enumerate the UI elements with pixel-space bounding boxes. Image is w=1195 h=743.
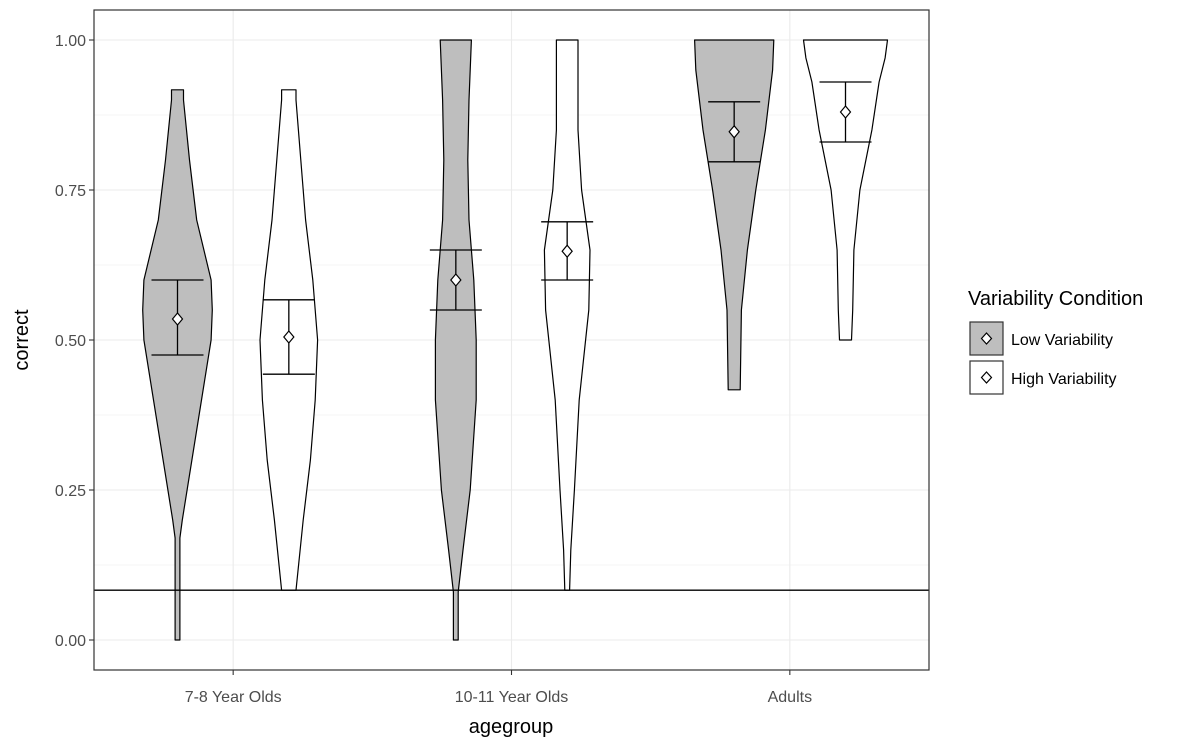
y-tick-label: 0.25 bbox=[55, 483, 86, 500]
legend-diamond-low-variability bbox=[980, 332, 993, 345]
legend-key-high-variability: High Variability bbox=[969, 360, 1117, 395]
x-tick-label: 7-8 Year Olds bbox=[185, 689, 282, 706]
x-axis-title: agegroup bbox=[469, 716, 554, 738]
violin-low-variability-adults bbox=[693, 39, 775, 391]
violin-high-variability-adults bbox=[802, 39, 889, 341]
x-tick-label: Adults bbox=[768, 689, 812, 706]
y-axis-title: correct bbox=[11, 309, 33, 371]
violin-high-variability-10-11-year-olds bbox=[543, 39, 591, 591]
legend-key-low-variability: Low Variability bbox=[969, 321, 1113, 356]
violins bbox=[142, 39, 889, 641]
legend-label-high-variability: High Variability bbox=[1011, 371, 1117, 388]
grid-lines bbox=[94, 10, 929, 670]
mean-point-high-variability-7-8-year-olds bbox=[283, 330, 295, 344]
mean-point-low-variability-10-11-year-olds bbox=[450, 273, 462, 287]
mean-point-high-variability-10-11-year-olds bbox=[561, 244, 573, 259]
legend-label-low-variability: Low Variability bbox=[1011, 332, 1113, 349]
x-axis-ticks: 7-8 Year Olds 10-11 Year Olds Adults bbox=[185, 670, 812, 706]
mean-point-low-variability-7-8-year-olds bbox=[171, 312, 184, 326]
violin-low-variability-7-8-year-olds bbox=[142, 89, 213, 641]
y-tick-label: 0.75 bbox=[55, 183, 86, 200]
y-tick-label: 1.00 bbox=[55, 33, 86, 50]
legend: Variability Condition Low Variability Hi… bbox=[968, 288, 1143, 395]
y-tick-label: 0.00 bbox=[55, 633, 86, 650]
violin-low-variability-10-11-year-olds bbox=[434, 39, 477, 641]
x-tick-label: 10-11 Year Olds bbox=[455, 689, 569, 706]
legend-diamond-high-variability bbox=[980, 371, 993, 384]
mean-point-high-variability-adults bbox=[839, 105, 852, 119]
y-tick-label: 0.50 bbox=[55, 333, 86, 350]
mean-point-low-variability-adults bbox=[728, 124, 740, 139]
legend-title: Variability Condition bbox=[968, 288, 1143, 310]
y-axis-ticks: 0.00 0.25 0.50 0.75 1.00 bbox=[55, 33, 94, 650]
